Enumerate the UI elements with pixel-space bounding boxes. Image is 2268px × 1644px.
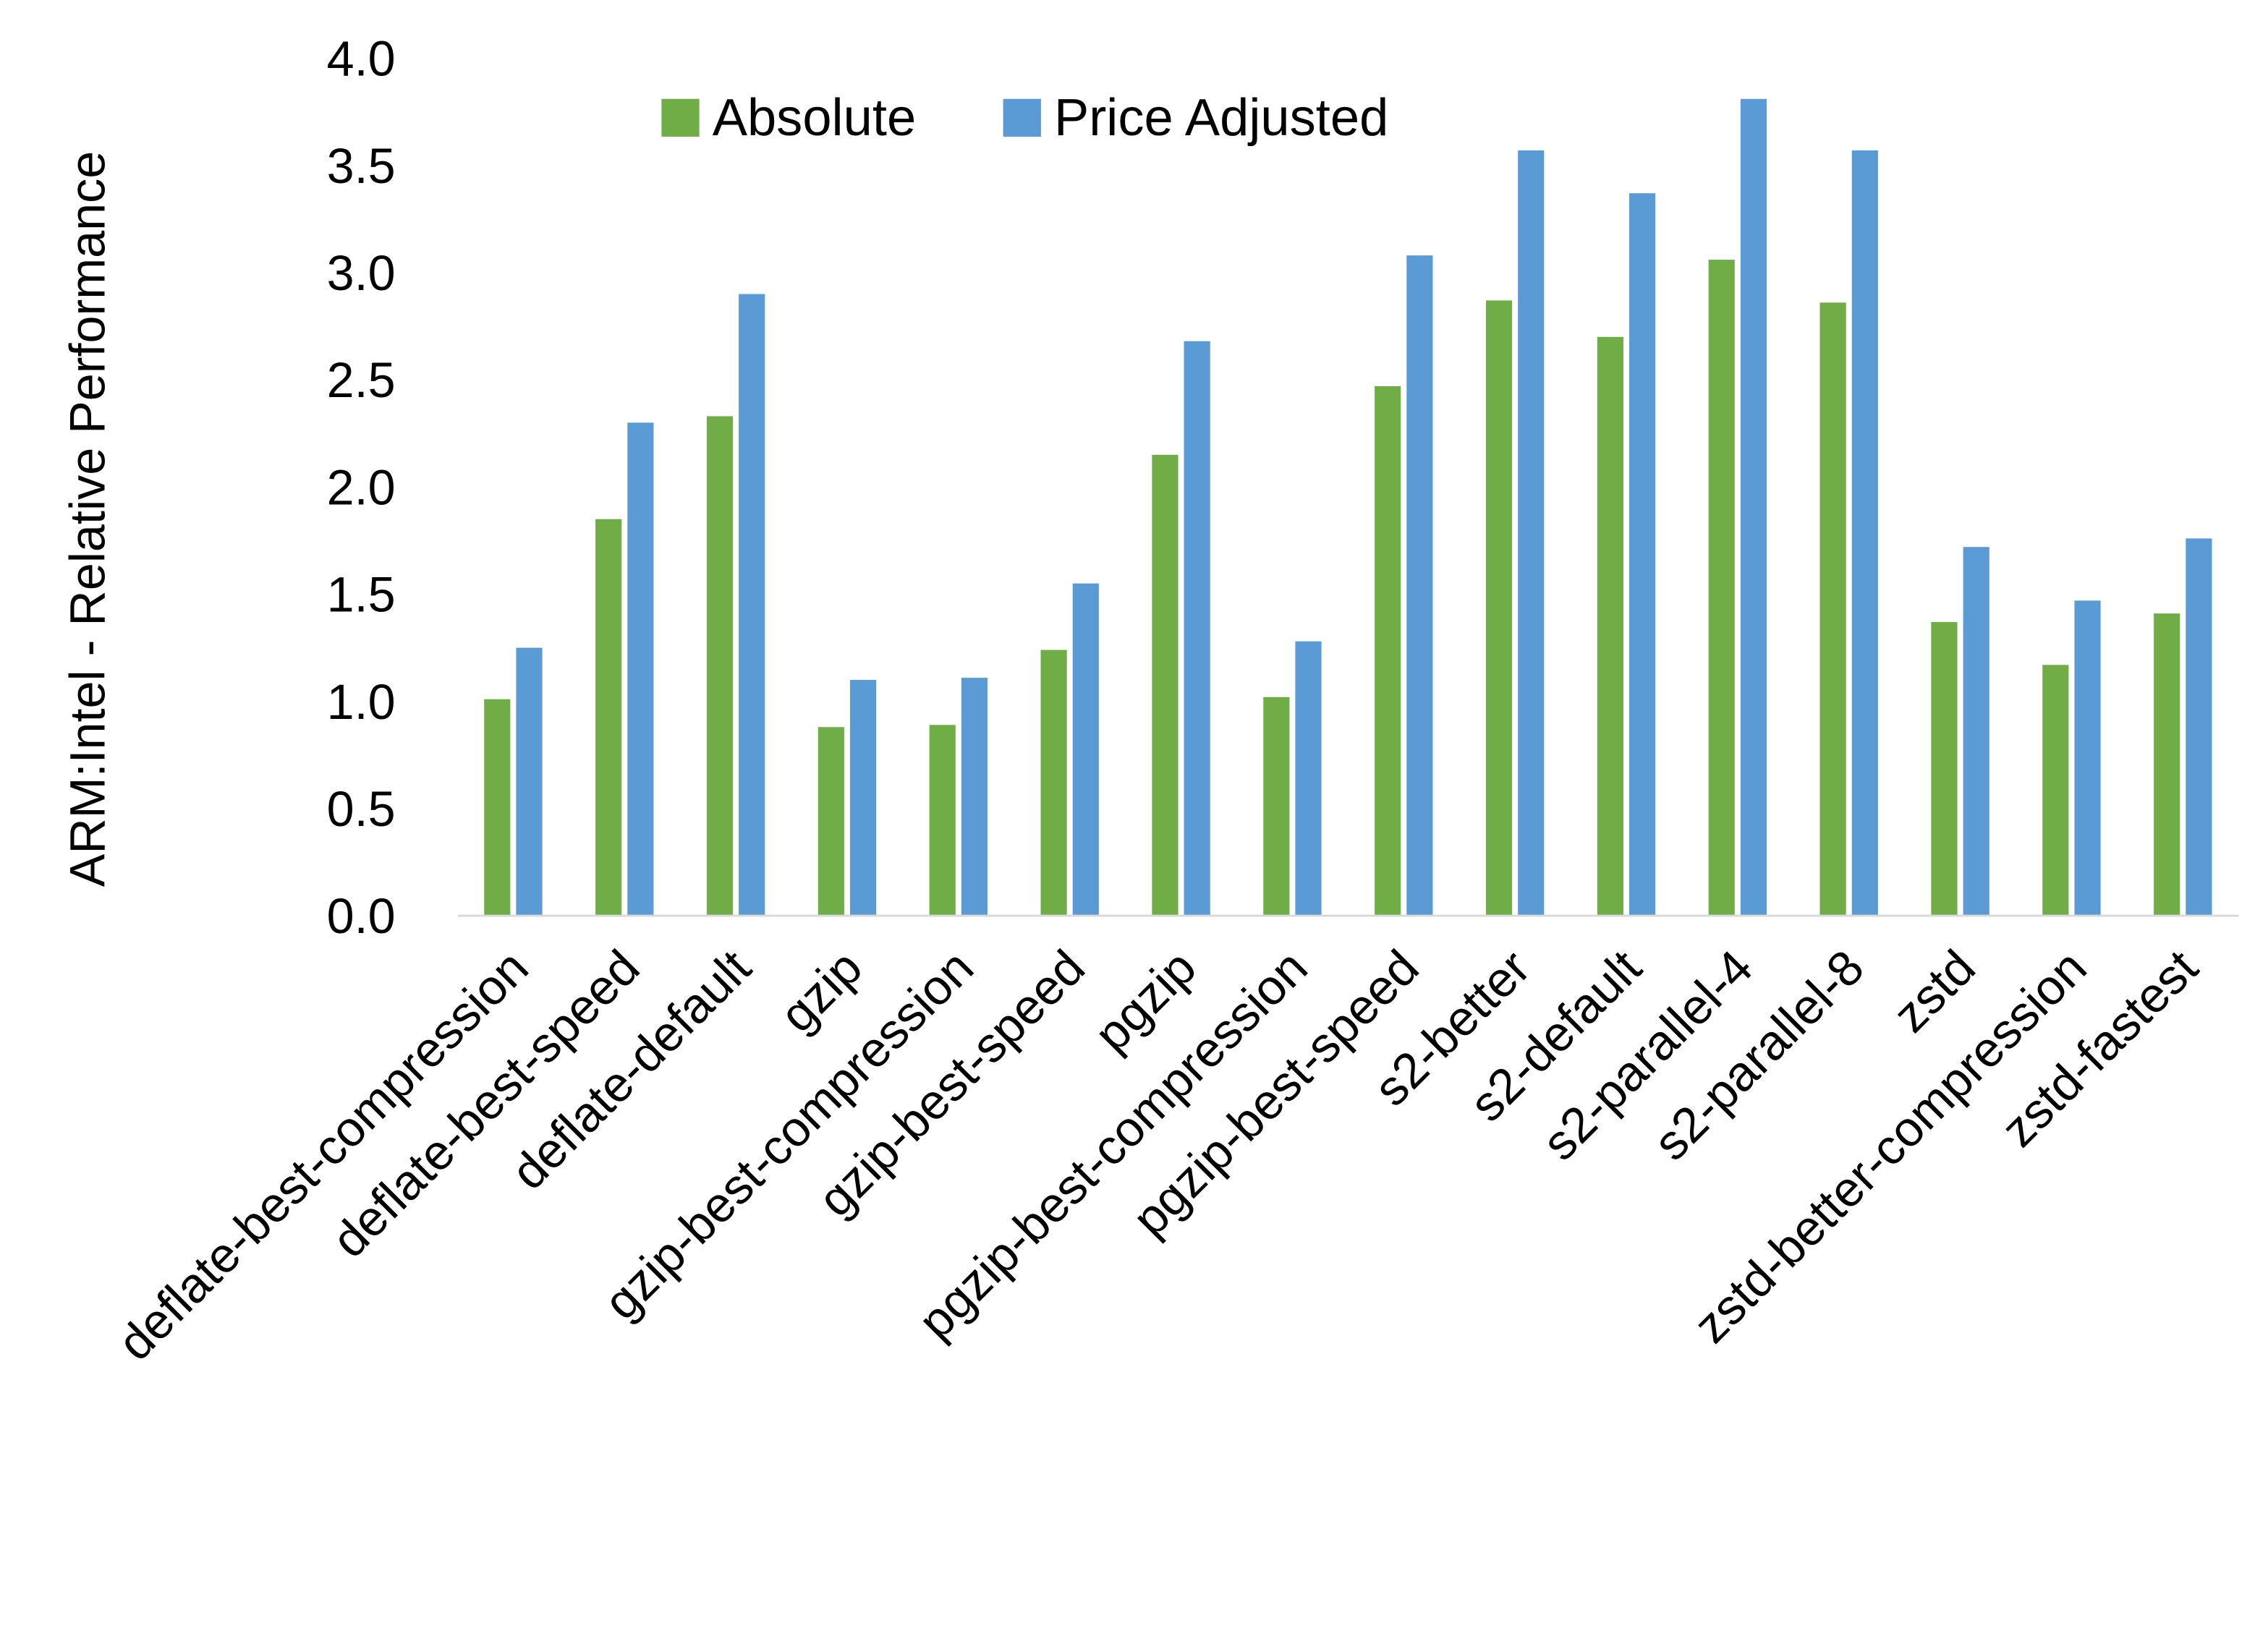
bar-price-adjusted [516,647,543,916]
y-tick-label: 1.5 [327,568,396,623]
bar-price-adjusted [1406,255,1433,916]
y-axis-ticks: 0.0 0.5 1.0 1.5 2.0 2.5 3.0 3.5 4.0 [327,32,396,945]
legend-label: Absolute [713,89,916,147]
bar-absolute [706,416,734,916]
legend-swatch [661,98,700,137]
bar-price-adjusted [2074,600,2101,916]
y-tick-label: 0.0 [327,889,396,944]
y-tick-label: 1.0 [327,675,396,730]
bar-absolute [1485,300,1513,916]
y-tick-label: 4.0 [327,32,396,87]
bar-absolute [817,727,844,916]
legend-swatch [1003,98,1041,137]
y-tick-label: 2.0 [327,460,396,515]
bar-price-adjusted [849,680,877,916]
legend: Absolute Price Adjusted [661,89,1388,147]
bars [484,98,2212,916]
x-tick-label: deflate-best-compression [108,940,539,1371]
bar-absolute [1708,260,1735,916]
bar-absolute [595,519,622,916]
bar-absolute [1375,386,1401,916]
y-axis-label: ARM:Intel - Relative Performance [61,151,116,887]
bar-absolute [2042,665,2069,916]
bar-absolute [1819,302,1846,916]
bar-price-adjusted [2186,538,2212,916]
bar-price-adjusted [1740,98,1767,916]
bar-absolute [484,699,511,916]
bar-price-adjusted [739,294,765,916]
bar-absolute [1597,336,1623,916]
bar-absolute [1040,649,1067,916]
bar-absolute [1931,622,1958,916]
bar-price-adjusted [1851,150,1878,916]
bar-price-adjusted [961,678,988,916]
bar-absolute [929,725,956,916]
bar-price-adjusted [627,422,654,916]
y-tick-label: 0.5 [327,782,396,837]
bar-absolute [2154,613,2180,916]
bar-absolute [1152,454,1178,916]
bar-price-adjusted [1072,583,1099,916]
y-tick-label: 2.5 [327,353,396,408]
x-axis-labels: deflate-best-compressiondeflate-best-spe… [108,940,2209,1371]
legend-label: Price Adjusted [1054,89,1388,147]
bar-price-adjusted [1629,193,1656,916]
bar-price-adjusted [1184,341,1210,916]
bar-price-adjusted [1518,150,1545,916]
y-tick-label: 3.0 [327,246,396,301]
y-tick-label: 3.5 [327,139,396,194]
bar-absolute [1263,697,1290,916]
bar-price-adjusted [1963,547,1989,916]
bar-price-adjusted [1295,641,1322,916]
